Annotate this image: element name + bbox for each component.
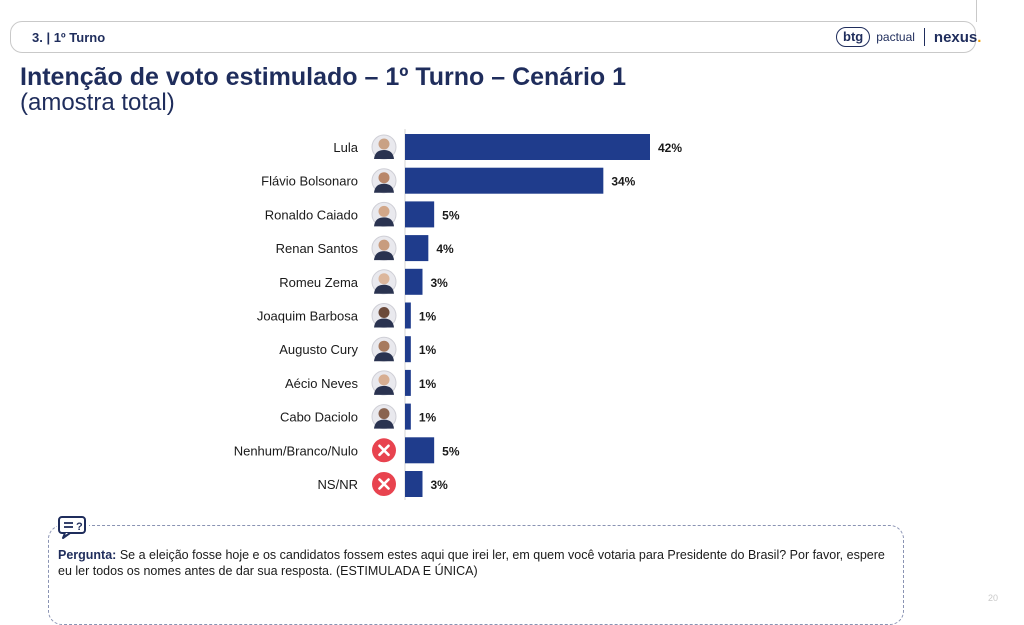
avatar xyxy=(371,201,397,227)
chart-row: Nenhum/Branco/Nulo 5% xyxy=(234,437,460,464)
value-label: 5% xyxy=(442,208,460,222)
x-circle-icon xyxy=(372,472,396,496)
bar xyxy=(405,201,435,228)
value-label: 34% xyxy=(611,175,635,189)
avatar xyxy=(371,134,397,160)
chart-row: Augusto Cury 1% xyxy=(279,336,437,363)
section-label: 3. | 1º Turno xyxy=(32,30,106,45)
bar xyxy=(405,336,411,363)
question-label: Pergunta: xyxy=(58,548,117,562)
x-circle-icon xyxy=(372,438,396,463)
nexus-logo-dot: . xyxy=(977,28,982,46)
bar xyxy=(405,302,411,329)
value-label: 3% xyxy=(431,478,449,492)
category-label: Augusto Cury xyxy=(279,342,358,357)
chart-row: NS/NR 3% xyxy=(318,471,449,497)
header-bar xyxy=(10,21,976,53)
bar xyxy=(405,437,435,464)
bar xyxy=(405,235,429,262)
chart-row: Flávio Bolsonaro 34% xyxy=(261,167,636,194)
header-corner-line xyxy=(976,0,977,22)
question-chat-icon: ? xyxy=(57,515,89,539)
chart-row: Ronaldo Caiado 5% xyxy=(265,201,460,228)
category-label: Romeu Zema xyxy=(279,275,359,290)
chart-row: Aécio Neves 1% xyxy=(285,369,437,396)
bar-chart: Lula 42% Flávio Bolsonaro 34% Ronaldo Caiado… xyxy=(234,129,682,500)
nexus-logo: nexus. xyxy=(934,29,982,46)
chart-row: Romeu Zema 3% xyxy=(279,268,449,295)
page-title: Intenção de voto estimulado – 1º Turno –… xyxy=(20,63,627,91)
bar xyxy=(405,167,604,194)
category-label: Joaquim Barbosa xyxy=(257,309,359,324)
avatar xyxy=(371,235,397,261)
value-label: 1% xyxy=(419,411,437,425)
btg-logo: btg xyxy=(836,27,871,47)
value-label: 1% xyxy=(419,377,437,391)
category-label: Aécio Neves xyxy=(285,376,358,391)
logo-separator xyxy=(923,28,925,46)
avatar xyxy=(371,336,397,362)
chart-row: Renan Santos 4% xyxy=(276,235,454,262)
chart-row: Cabo Daciolo 1% xyxy=(280,403,437,430)
brand-logos: btg pactual nexus. xyxy=(836,27,981,47)
category-label: Renan Santos xyxy=(276,241,359,256)
category-label: NS/NR xyxy=(318,477,358,492)
avatar xyxy=(371,269,397,295)
value-label: 4% xyxy=(436,242,454,256)
avatar xyxy=(371,303,397,328)
page-subtitle: (amostra total) xyxy=(20,89,175,116)
chart-row: Joaquim Barbosa 1% xyxy=(257,302,437,329)
bar xyxy=(405,268,423,295)
question-text: Pergunta: Se a eleição fosse hoje e os c… xyxy=(58,547,898,579)
category-label: Ronaldo Caiado xyxy=(265,207,358,222)
avatar xyxy=(371,168,397,194)
category-label: Nenhum/Branco/Nulo xyxy=(234,443,358,458)
bar xyxy=(405,471,423,497)
category-label: Flávio Bolsonaro xyxy=(261,174,358,189)
bar xyxy=(405,369,411,396)
category-label: Cabo Daciolo xyxy=(280,410,358,425)
value-label: 1% xyxy=(419,343,437,357)
nexus-logo-text: nexus xyxy=(933,28,978,46)
value-label: 3% xyxy=(431,276,449,290)
value-label: 42% xyxy=(658,141,682,155)
chart-row: Lula 42% xyxy=(333,134,682,160)
bar xyxy=(405,134,650,160)
value-label: 5% xyxy=(442,444,460,458)
category-label: Lula xyxy=(333,140,358,155)
bar xyxy=(405,403,411,430)
svg-text:?: ? xyxy=(76,521,83,533)
value-label: 1% xyxy=(419,310,437,324)
avatar xyxy=(371,370,397,396)
pactual-logo-text: pactual xyxy=(876,30,915,44)
question-body: Se a eleição fosse hoje e os candidatos … xyxy=(58,548,885,578)
avatar xyxy=(371,404,397,430)
page-number: 20 xyxy=(988,593,999,603)
